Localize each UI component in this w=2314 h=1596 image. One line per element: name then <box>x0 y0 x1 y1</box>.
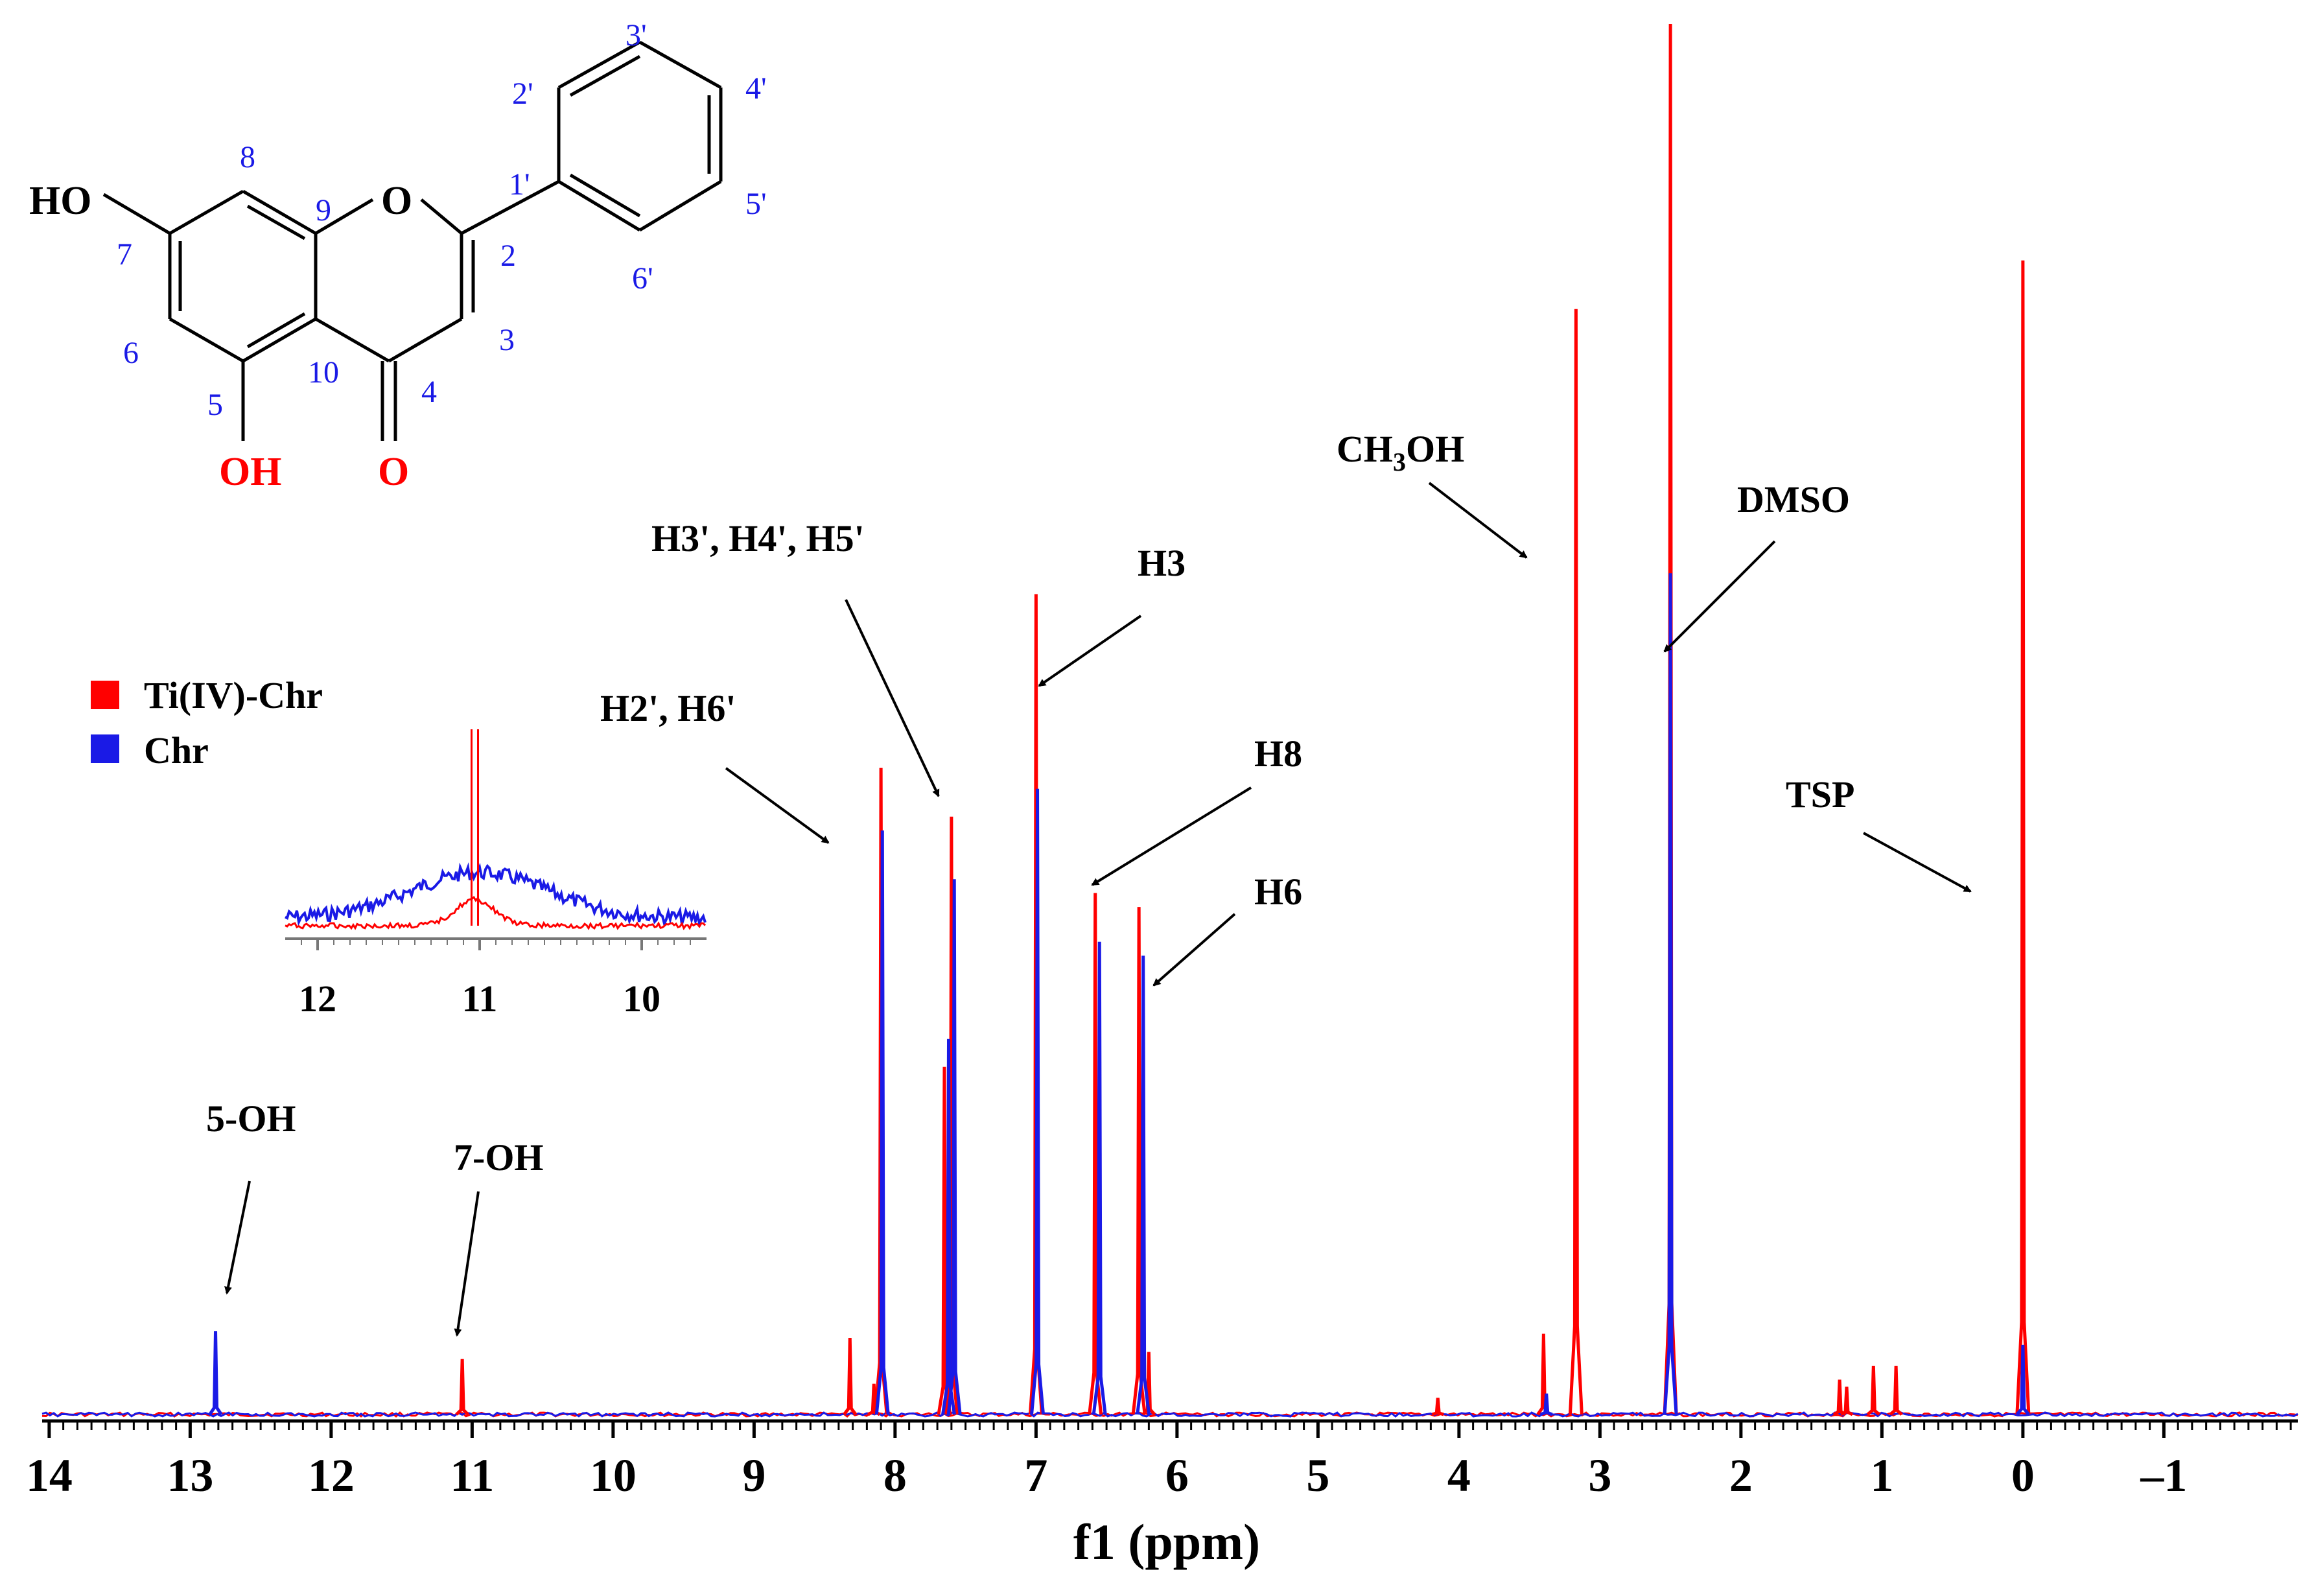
arrow-h2p-h6p <box>725 767 830 844</box>
annotation-7oh: 7-OH <box>454 1136 544 1179</box>
peak-chr <box>1092 941 1107 1415</box>
x-tick-label: 3 <box>1588 1449 1611 1501</box>
inset-x-tick-label: 11 <box>462 978 498 1020</box>
position-2p: 2' <box>512 76 533 111</box>
x-tick-label: –1 <box>2140 1449 2187 1501</box>
peak-ti-chr <box>843 1337 858 1416</box>
legend-label-ti-chr: Ti(IV)-Chr <box>144 674 323 716</box>
position-8: 8 <box>240 140 255 174</box>
arrow-h8 <box>1091 786 1252 886</box>
position-6: 6 <box>123 336 139 370</box>
position-2: 2 <box>500 239 516 273</box>
ho-label: HO <box>29 179 91 223</box>
legend-swatch-chr <box>91 734 119 763</box>
x-tick-label: 0 <box>2011 1449 2035 1501</box>
position-9: 9 <box>316 193 331 228</box>
peak-annotations: 5-OH 7-OH H2', H6' H3', H4', H5' H3 H8 H… <box>206 428 1972 1337</box>
peak-chr <box>2015 1344 2030 1416</box>
annotation-ch3oh: CH3OH <box>1337 428 1464 476</box>
x-tick-label: 11 <box>450 1449 494 1501</box>
peak-chr <box>874 830 890 1415</box>
baseline-chr <box>41 1411 2298 1418</box>
ring-oxygen-label: O <box>381 179 412 223</box>
annotation-tsp: TSP <box>1786 773 1854 816</box>
peak-chr <box>1030 788 1046 1415</box>
arrow-tsp <box>1863 832 1972 893</box>
x-tick-label: 10 <box>590 1449 637 1501</box>
inset-x-tick-label: 12 <box>299 978 336 1020</box>
position-4p: 4' <box>745 71 767 106</box>
x-axis: 14 13 12 11 10 9 8 7 6 5 4 3 2 1 0 –1 f1 (ppm) <box>26 1419 2298 1570</box>
peak-ti-chr <box>1141 1352 1156 1416</box>
position-6p: 6' <box>632 261 653 296</box>
inset-plot: 12 11 10 <box>285 729 707 1020</box>
position-5: 5 <box>207 388 223 422</box>
peak-ti-chr <box>455 1359 469 1416</box>
peak-ti-chr <box>2015 260 2031 1415</box>
annotation-h3: H3 <box>1138 542 1186 584</box>
x-tick-label: 6 <box>1165 1449 1189 1501</box>
legend-label-chr: Chr <box>144 729 209 771</box>
peak-chr <box>208 1331 223 1416</box>
peak-ti-chr <box>1832 1379 1847 1416</box>
annotation-h6: H6 <box>1254 871 1302 913</box>
arrow-h3p-h4p-h5p <box>845 599 940 797</box>
structure-atom-labels: HO OH O O <box>29 179 412 494</box>
peak-ti-chr <box>1568 309 1584 1415</box>
chrysin-structure <box>102 40 723 441</box>
x-tick-label: 14 <box>26 1449 73 1501</box>
arrow-5oh <box>224 1180 251 1295</box>
structure-position-numbers: 8 9 1' 2' 3' 4' 5' 6' 7 2 6 10 3 5 4 <box>117 18 767 422</box>
legend: Ti(IV)-Chr Chr <box>91 674 323 771</box>
peak-chr <box>1136 956 1151 1415</box>
position-4: 4 <box>421 375 437 409</box>
x-tick-label: 8 <box>883 1449 907 1501</box>
baselines <box>41 1411 2298 1418</box>
inset-trace-ti-chr <box>285 895 707 931</box>
position-5p: 5' <box>745 187 767 221</box>
x-tick-label: 12 <box>308 1449 355 1501</box>
peak-ti-chr <box>1889 1365 1903 1416</box>
annotation-h3p-h4p-h5p: H3', H4', H5' <box>651 517 865 559</box>
x-tick-label: 13 <box>167 1449 213 1501</box>
peak-ti-chr <box>1431 1398 1444 1416</box>
position-10: 10 <box>308 355 339 390</box>
position-7: 7 <box>117 237 132 272</box>
x-tick-label: 2 <box>1729 1449 1753 1501</box>
arrow-h6 <box>1152 913 1236 987</box>
oh-label: OH <box>219 450 281 494</box>
peak-ti-chr <box>1866 1365 1880 1416</box>
annotation-dmso: DMSO <box>1737 478 1850 521</box>
inset-x-tick-label: 10 <box>623 978 660 1020</box>
peak-chr <box>946 879 962 1415</box>
arrow-dmso <box>1663 540 1776 653</box>
x-tick-label: 4 <box>1447 1449 1471 1501</box>
peak-chr <box>1539 1393 1553 1416</box>
legend-swatch-ti-chr <box>91 681 119 709</box>
carbonyl-oxygen-label: O <box>378 450 409 494</box>
position-3: 3 <box>499 323 515 357</box>
annotation-h8: H8 <box>1254 733 1302 775</box>
x-tick-label: 5 <box>1306 1449 1329 1501</box>
annotation-5oh: 5-OH <box>206 1097 296 1140</box>
arrow-7oh <box>454 1191 480 1337</box>
inset-trace-chr <box>285 862 707 928</box>
x-axis-title: f1 (ppm) <box>1073 1514 1260 1570</box>
series-chr <box>208 573 2030 1416</box>
position-3p: 3' <box>625 18 647 53</box>
x-tick-label: 1 <box>1870 1449 1893 1501</box>
peak-chr <box>1663 573 1678 1415</box>
peak-ti-chr <box>1840 1386 1854 1416</box>
annotation-h2p-h6p: H2', H6' <box>600 687 736 729</box>
x-tick-label: 9 <box>742 1449 765 1501</box>
position-1p: 1' <box>509 167 530 202</box>
arrow-h3 <box>1038 615 1142 687</box>
x-tick-label: 7 <box>1024 1449 1047 1501</box>
arrow-ch3oh <box>1428 482 1528 559</box>
